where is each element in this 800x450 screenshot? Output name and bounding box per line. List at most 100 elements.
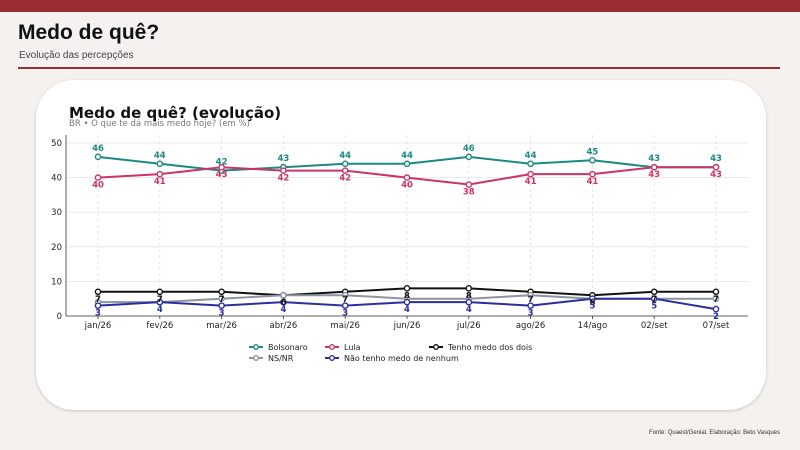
data-point-bolsonaro — [589, 157, 596, 164]
data-point-tenho-medo-dos-dois — [650, 288, 658, 296]
data-point-nao-tenho-medo-de-nenhum — [712, 305, 720, 313]
data-point-lula — [403, 174, 411, 181]
x-tick-label: jan/26 — [84, 321, 112, 331]
data-label-lula: 41 — [586, 177, 598, 187]
top-accent-bar — [0, 0, 800, 12]
x-tick-label: ago/26 — [516, 321, 545, 331]
data-label-lula: 38 — [463, 188, 475, 198]
chart-card: Medo de quê? (evolução) BR • O que te dá … — [36, 80, 766, 410]
data-label-bolsonaro: 43 — [648, 154, 660, 164]
x-tick-label: fev/26 — [146, 321, 173, 331]
data-label-nao-tenho-medo-de-nenhum: 4 — [466, 305, 472, 315]
data-point-nao-tenho-medo-de-nenhum — [650, 295, 658, 302]
data-label-bolsonaro: 43 — [710, 154, 722, 164]
data-label-nao-tenho-medo-de-nenhum: 5 — [589, 302, 595, 312]
data-label-nao-tenho-medo-de-nenhum: 4 — [404, 305, 410, 315]
data-label-tenho-medo-dos-dois: 6 — [589, 298, 595, 308]
data-point-bolsonaro — [527, 160, 534, 168]
data-label-tenho-medo-dos-dois: 8 — [404, 291, 410, 301]
data-label-tenho-medo-dos-dois: 7 — [528, 295, 534, 305]
data-label-lula: 40 — [92, 181, 104, 191]
data-point-ns-nr — [280, 291, 287, 299]
data-label-bolsonaro: 45 — [586, 147, 598, 157]
y-tick-label: 40 — [51, 174, 62, 184]
data-point-tenho-medo-dos-dois — [156, 288, 164, 296]
data-point-nao-tenho-medo-de-nenhum — [527, 302, 534, 309]
data-label-tenho-medo-dos-dois: 7 — [95, 295, 101, 305]
source-note: Fonte: Quaest/Genial. Elaboração: Beto V… — [649, 430, 780, 436]
data-point-ns-nr — [527, 291, 534, 299]
data-point-ns-nr — [341, 291, 349, 299]
data-point-tenho-medo-dos-dois — [218, 288, 225, 296]
data-point-lula — [280, 167, 287, 174]
legend-marker-ns-nr — [253, 355, 259, 361]
data-label-nao-tenho-medo-de-nenhum: 3 — [219, 309, 225, 319]
data-label-tenho-medo-dos-dois: 7 — [157, 295, 163, 305]
data-label-bolsonaro: 44 — [401, 151, 413, 161]
data-label-lula: 42 — [339, 174, 351, 184]
data-point-bolsonaro — [341, 160, 349, 168]
page-title: Medo de quê? — [18, 21, 160, 44]
data-point-lula — [94, 174, 102, 181]
data-label-lula: 43 — [710, 170, 722, 180]
x-tick-label: jul/26 — [456, 321, 481, 331]
y-tick-label: 50 — [51, 139, 62, 149]
data-point-nao-tenho-medo-de-nenhum — [280, 298, 287, 306]
data-point-ns-nr — [218, 295, 225, 302]
data-label-nao-tenho-medo-de-nenhum: 3 — [528, 309, 534, 319]
data-label-tenho-medo-dos-dois: 8 — [466, 291, 472, 301]
data-label-nao-tenho-medo-de-nenhum: 4 — [157, 305, 163, 315]
legend-marker-bolsonaro — [253, 344, 259, 350]
data-label-tenho-medo-dos-dois: 7 — [651, 295, 657, 305]
x-tick-label: 07/set — [703, 321, 730, 331]
data-point-tenho-medo-dos-dois — [465, 285, 473, 292]
data-label-tenho-medo-dos-dois: 7 — [219, 295, 225, 305]
x-tick-label: jun/26 — [393, 321, 421, 331]
data-point-ns-nr — [712, 295, 720, 302]
data-point-nao-tenho-medo-de-nenhum — [94, 302, 102, 309]
y-tick-label: 10 — [51, 277, 62, 287]
data-point-nao-tenho-medo-de-nenhum — [403, 298, 411, 306]
data-point-lula — [589, 170, 596, 178]
data-point-bolsonaro — [403, 160, 411, 168]
data-label-tenho-medo-dos-dois: 7 — [713, 295, 719, 305]
title-divider — [18, 67, 780, 69]
x-tick-label: mar/26 — [206, 321, 237, 331]
data-label-bolsonaro: 46 — [463, 144, 475, 154]
chart-subtitle: BR • O que te dá mais medo hoje? (em %) — [69, 119, 250, 129]
chart-title: Medo de quê? (evolução) — [69, 104, 281, 122]
data-point-tenho-medo-dos-dois — [403, 285, 411, 292]
data-point-lula — [527, 170, 534, 178]
y-tick-label: 30 — [51, 208, 62, 218]
page-subtitle: Evolução das percepções — [19, 50, 134, 61]
data-label-lula: 42 — [277, 174, 289, 184]
data-point-nao-tenho-medo-de-nenhum — [589, 295, 596, 302]
x-tick-label: abr/26 — [270, 321, 298, 331]
legend-label-bolsonaro: Bolsonaro — [268, 343, 308, 352]
data-point-bolsonaro — [156, 160, 164, 168]
data-label-nao-tenho-medo-de-nenhum: 3 — [95, 309, 101, 319]
data-point-nao-tenho-medo-de-nenhum — [156, 298, 164, 306]
y-tick-label: 0 — [57, 312, 62, 322]
legend-marker-lula — [329, 344, 335, 350]
legend-label-ns-nr: NS/NR — [268, 354, 294, 363]
legend-marker-nao-tenho-medo-de-nenhum — [329, 355, 335, 361]
data-point-lula — [156, 170, 164, 178]
data-point-nao-tenho-medo-de-nenhum — [218, 302, 225, 309]
data-label-nao-tenho-medo-de-nenhum: 4 — [280, 305, 286, 315]
data-label-tenho-medo-dos-dois: 7 — [342, 295, 348, 305]
data-label-bolsonaro: 42 — [216, 158, 228, 168]
x-tick-label: 02/set — [641, 321, 668, 331]
data-point-lula — [712, 163, 720, 171]
data-label-bolsonaro: 44 — [154, 151, 166, 161]
legend-label-nao-tenho-medo-de-nenhum: Não tenho medo de nenhum — [344, 354, 459, 363]
data-point-lula — [341, 167, 349, 174]
y-tick-label: 20 — [51, 243, 62, 253]
data-label-lula: 41 — [154, 177, 166, 187]
data-label-lula: 41 — [525, 177, 537, 187]
data-label-nao-tenho-medo-de-nenhum: 3 — [342, 309, 348, 319]
legend-marker-tenho-medo-dos-dois — [433, 344, 439, 350]
x-tick-label: mai/26 — [330, 321, 360, 331]
x-tick-label: 14/ago — [578, 321, 607, 331]
data-label-nao-tenho-medo-de-nenhum: 5 — [651, 302, 657, 312]
